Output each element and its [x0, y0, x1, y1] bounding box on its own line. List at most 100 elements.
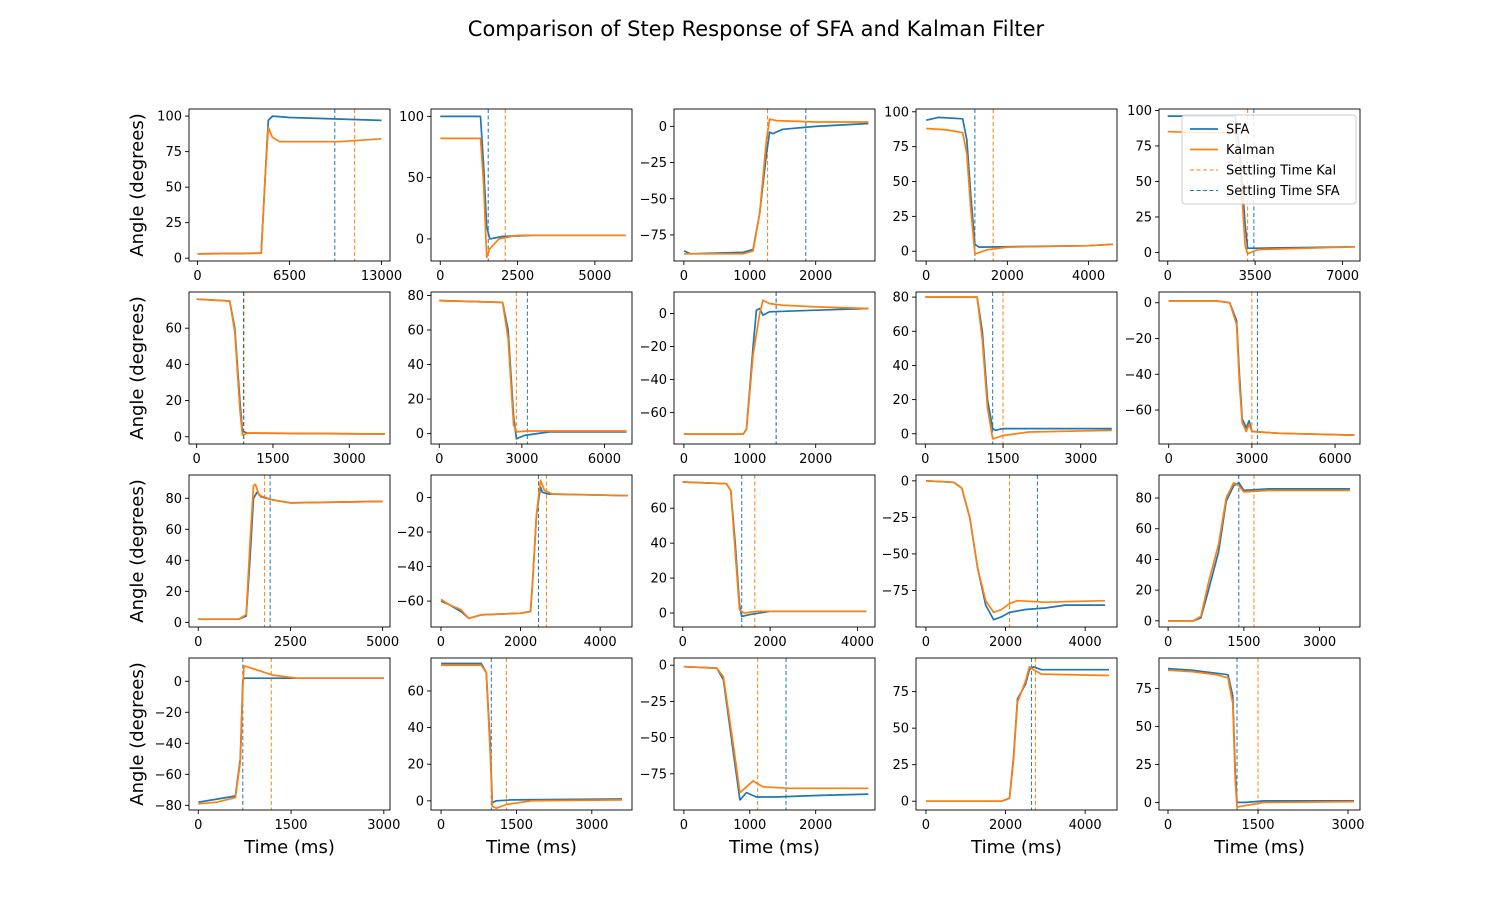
y-tick-label: 50: [165, 181, 182, 196]
plot-frame: [915, 657, 1118, 811]
series-line-sfa: [926, 665, 1109, 803]
series-line-kalman: [1168, 300, 1355, 436]
x-tick-label: 0: [922, 269, 930, 284]
y-tick-label: −40: [397, 560, 424, 575]
y-tick-label: 20: [892, 393, 909, 408]
x-tick-label: 3000: [1064, 452, 1097, 467]
y-tick-label: −20: [1125, 332, 1152, 347]
plot-frame: [430, 474, 633, 628]
x-tick-label: 0: [1164, 269, 1172, 284]
plot-frame: [188, 657, 391, 811]
y-tick-label: 40: [165, 358, 182, 373]
y-tick-label: 50: [407, 171, 424, 186]
y-tick-label: 0: [416, 794, 424, 809]
plot-frame: [430, 291, 633, 445]
y-axis-label: Angle (degrees): [127, 479, 148, 622]
legend-label: SFA: [1226, 123, 1250, 138]
y-axis-label: Angle (degrees): [127, 662, 148, 805]
y-tick-label: 40: [407, 358, 424, 373]
x-tick-label: 5000: [366, 635, 399, 650]
y-tick-label: 75: [892, 140, 909, 155]
y-tick-label: −50: [640, 192, 667, 207]
y-tick-label: 20: [407, 758, 424, 773]
y-tick-label: 60: [165, 523, 182, 538]
panel-15: 0 1500 3000 0 20 40 60 80: [1135, 474, 1361, 650]
y-tick-label: 60: [1135, 522, 1152, 537]
x-tick-label: 3000: [333, 452, 366, 467]
series-line-kalman: [440, 137, 626, 259]
y-tick-label: 100: [157, 110, 182, 125]
x-tick-label: 0: [436, 269, 444, 284]
series-line-kalman: [926, 127, 1113, 255]
y-tick-label: 25: [892, 758, 909, 773]
y-tick-label: 20: [407, 393, 424, 408]
x-tick-label: 0: [922, 818, 930, 833]
plot-frame: [673, 108, 876, 262]
y-tick-label: −20: [397, 526, 424, 541]
series-line-kalman: [925, 479, 1106, 614]
x-tick-label: 0: [1164, 635, 1172, 650]
y-tick-label: 0: [416, 232, 424, 247]
panel-9: 0 1500 3000 0 20 40 60 80: [892, 291, 1118, 467]
x-tick-label: 2000: [989, 818, 1022, 833]
x-tick-label: 0: [1165, 452, 1173, 467]
x-tick-label: 1500: [256, 452, 289, 467]
y-tick-label: −75: [882, 584, 909, 599]
y-tick-label: 80: [165, 492, 182, 507]
series-line-kalman: [198, 664, 384, 805]
x-tick-label: 0: [435, 452, 443, 467]
y-tick-label: 25: [892, 210, 909, 225]
x-tick-label: 1000: [733, 452, 766, 467]
y-tick-label: −50: [640, 731, 667, 746]
panel-3: 0 1000 2000 0 −25 −50 −75: [640, 108, 876, 284]
y-axis-label: Angle (degrees): [127, 296, 148, 439]
y-tick-label: 100: [1127, 104, 1152, 119]
series-line-sfa: [197, 115, 382, 255]
y-tick-label: 0: [1144, 796, 1152, 811]
x-tick-label: 6000: [1319, 452, 1352, 467]
y-tick-label: 0: [659, 120, 667, 135]
y-tick-label: 50: [1135, 175, 1152, 190]
y-tick-label: 60: [407, 324, 424, 339]
series-line-kalman: [439, 299, 627, 433]
y-tick-label: 75: [892, 685, 909, 700]
x-tick-label: 4000: [1072, 269, 1105, 284]
y-tick-label: 50: [892, 722, 909, 737]
panel-2: 0 2500 5000 0 50 100: [399, 108, 633, 284]
x-tick-label: 7000: [1326, 269, 1359, 284]
series-line-sfa: [682, 481, 867, 618]
plot-frame: [188, 474, 391, 628]
x-tick-label: 0: [437, 818, 445, 833]
legend: SFA Kalman Settling Time Kal Settling Time …: [1181, 114, 1357, 205]
series-line-sfa: [925, 479, 1106, 621]
panel-7: 0 3000 6000 0 20 40 60 80: [407, 289, 633, 467]
y-tick-label: −25: [640, 695, 667, 710]
series-line-kalman: [683, 118, 869, 255]
series-line-kalman: [682, 481, 867, 614]
y-tick-label: 100: [399, 110, 424, 125]
panel-16: 0 1500 3000 0 −20 −40 −60 −80 Angle (degrees) Tim…: [127, 657, 400, 858]
plot-frame: [430, 108, 633, 262]
series-line-kalman: [196, 298, 385, 436]
x-tick-label: 0: [921, 452, 929, 467]
plot-frame: [1158, 474, 1361, 628]
y-tick-label: −40: [1125, 368, 1152, 383]
y-tick-label: −25: [882, 511, 909, 526]
series-line-sfa: [196, 298, 385, 435]
x-axis-label: Time (ms): [728, 837, 820, 858]
y-tick-label: −40: [155, 737, 182, 752]
series-line-sfa: [440, 115, 626, 240]
plot-frame: [673, 474, 876, 628]
panel-8: 0 1000 2000 0 −20 −40 −60: [640, 291, 876, 467]
x-tick-label: 0: [680, 452, 688, 467]
y-tick-label: −60: [1125, 404, 1152, 419]
series-line-sfa: [198, 491, 383, 621]
series-line-sfa: [198, 677, 384, 804]
x-tick-label: 2500: [501, 269, 534, 284]
series-line-sfa: [925, 296, 1112, 432]
series-line-sfa: [1168, 300, 1355, 436]
series-line-kalman: [1168, 481, 1350, 622]
y-tick-label: 0: [901, 427, 909, 442]
y-tick-label: 0: [659, 307, 667, 322]
